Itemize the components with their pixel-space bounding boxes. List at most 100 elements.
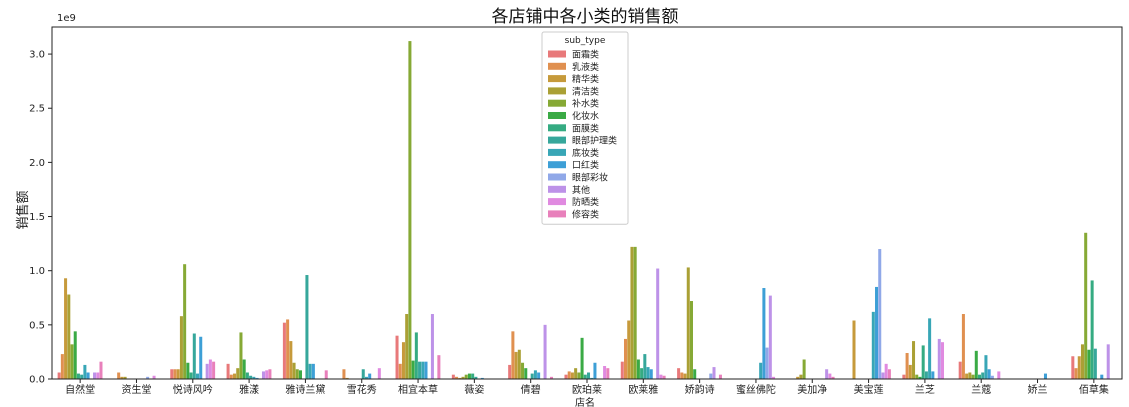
legend-swatch	[548, 136, 566, 144]
bar	[311, 363, 315, 379]
bar	[524, 368, 528, 379]
bar	[437, 355, 441, 379]
bar	[1077, 356, 1081, 379]
bars-group	[57, 41, 1110, 380]
bar	[236, 368, 240, 379]
bar	[368, 373, 372, 379]
bar	[530, 373, 534, 379]
x-tick-label: 相宜本草	[398, 383, 438, 396]
bar	[377, 368, 381, 379]
legend-swatch	[548, 148, 566, 156]
bar	[99, 361, 103, 379]
bar	[709, 373, 713, 379]
legend-swatch	[548, 75, 566, 83]
x-tick-label: 蜜丝佛陀	[736, 383, 776, 396]
bar	[70, 344, 74, 379]
bar	[514, 351, 518, 379]
bar	[762, 288, 766, 379]
bar	[974, 350, 978, 379]
bar	[603, 366, 607, 379]
bar	[76, 373, 80, 379]
bar	[229, 374, 233, 379]
bar	[458, 377, 462, 379]
x-axis-label: 店名	[575, 396, 595, 407]
bar	[249, 375, 253, 379]
bar	[451, 374, 455, 379]
bar	[455, 376, 459, 379]
x-tick-label: 美加净	[797, 383, 827, 396]
legend-swatch	[548, 50, 566, 58]
bar	[117, 372, 121, 379]
bar	[921, 345, 925, 379]
bar	[968, 372, 972, 379]
bar	[471, 373, 475, 379]
bar	[564, 374, 568, 379]
bar	[120, 376, 124, 379]
legend-swatch	[548, 87, 566, 95]
bar	[693, 369, 697, 379]
legend-entry: 眼部护理类	[572, 135, 617, 147]
legend: sub_type 面霜类乳液类精华类清洁类补水类化妆水面膜类眼部护理类底妆类口红类…	[541, 31, 629, 225]
x-axis-ticks: 自然堂 资生堂 悦诗风吟 雅漾 雅诗兰黛 雪花秀 相宜本草 薇姿 倩碧 欧珀莱 欧莱雅 娇韵诗 蜜丝佛陀…	[65, 379, 1109, 396]
x-tick-label: 娇兰	[1028, 383, 1048, 396]
bar	[636, 359, 640, 379]
x-tick-label: 悦诗风吟	[173, 383, 213, 396]
bar	[289, 341, 293, 379]
bar	[915, 374, 919, 379]
bar	[656, 268, 660, 379]
bar	[152, 375, 156, 379]
legend-entry: 化妆水	[572, 110, 599, 122]
bar	[902, 374, 906, 379]
bar	[587, 372, 591, 379]
bar	[662, 375, 666, 379]
bar	[308, 363, 312, 379]
bar	[871, 311, 875, 379]
bar	[1071, 356, 1075, 379]
bar	[984, 355, 988, 379]
bar	[268, 369, 272, 379]
bar	[912, 341, 916, 379]
bar	[226, 363, 230, 379]
bar	[965, 373, 969, 379]
bar	[123, 376, 127, 379]
bar	[73, 331, 77, 379]
bar	[233, 373, 237, 379]
legend-entry: 乳液类	[572, 61, 599, 73]
bar	[93, 372, 97, 379]
y-axis-label: 销售额	[15, 190, 31, 229]
bar	[627, 320, 631, 379]
bar	[261, 371, 265, 379]
bar	[1093, 348, 1097, 379]
legend-swatch	[548, 198, 566, 206]
y-tick-label: 0.5	[29, 320, 45, 331]
bar	[570, 372, 574, 379]
legend-swatch	[548, 210, 566, 218]
bar	[1087, 349, 1091, 379]
bar	[421, 361, 425, 379]
bar	[192, 333, 196, 379]
bar	[521, 362, 525, 379]
bar	[633, 246, 637, 379]
legend-swatch	[548, 161, 566, 169]
bar	[517, 349, 521, 379]
bar	[831, 376, 835, 379]
bar	[677, 368, 681, 379]
bar	[646, 367, 650, 379]
bar	[643, 354, 647, 379]
bar	[508, 364, 512, 379]
bar	[583, 374, 587, 379]
bar	[364, 376, 368, 379]
bar	[543, 324, 547, 379]
bar	[282, 322, 286, 379]
bar	[683, 373, 687, 379]
bar	[1100, 374, 1104, 379]
x-tick-label: 雅诗兰黛	[285, 383, 325, 396]
bar	[474, 376, 478, 379]
bar	[799, 374, 803, 379]
bar	[418, 361, 422, 379]
legend-swatch	[548, 99, 566, 107]
legend-entry: 底妆类	[572, 147, 599, 159]
bar	[768, 295, 772, 379]
bar	[549, 376, 554, 379]
x-tick-label: 兰芝	[915, 383, 935, 396]
